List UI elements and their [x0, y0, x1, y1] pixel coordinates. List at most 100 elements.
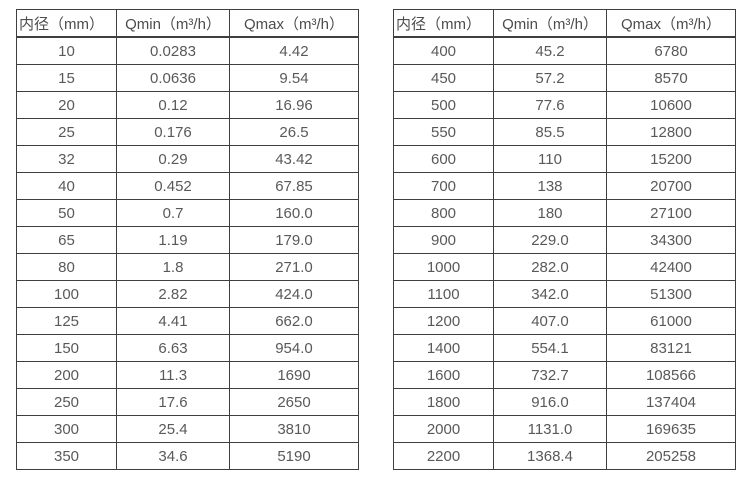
- table-cell-qmin: 85.5: [493, 118, 607, 146]
- table-cell-qmin: 110: [493, 145, 607, 173]
- table-cell-inner-diameter: 100: [16, 280, 117, 308]
- column-header-qmin: Qmin（m³/h）: [116, 9, 230, 38]
- table-row: 65 1.19 179.0: [16, 226, 359, 254]
- table-cell-qmax: 83121: [606, 334, 736, 362]
- table-cell-inner-diameter: 150: [16, 334, 117, 362]
- table-cell-qmax: 108566: [606, 361, 736, 389]
- table-cell-qmin: 180: [493, 199, 607, 227]
- flow-range-table-large-diameters: 内径（mm） Qmin（m³/h） Qmax（m³/h） 400 45.2 6780 45…: [393, 9, 736, 470]
- table-cell-inner-diameter: 550: [393, 118, 494, 146]
- table-cell-qmax: 16.96: [229, 91, 359, 119]
- table-cell-qmin: 34.6: [116, 442, 230, 470]
- table-row: 450 57.2 8570: [393, 64, 736, 92]
- table-cell-qmax: 15200: [606, 145, 736, 173]
- table-row: 100 2.82 424.0: [16, 280, 359, 308]
- table-row: 250 17.6 2650: [16, 388, 359, 416]
- table-row: 50 0.7 160.0: [16, 199, 359, 227]
- column-header-qmin: Qmin（m³/h）: [493, 9, 607, 38]
- table-cell-qmax: 179.0: [229, 226, 359, 254]
- table-cell-inner-diameter: 20: [16, 91, 117, 119]
- table-cell-qmax: 51300: [606, 280, 736, 308]
- table-row: 600 110 15200: [393, 145, 736, 173]
- column-header-inner-diameter: 内径（mm）: [393, 9, 494, 38]
- table-row: 40 0.452 67.85: [16, 172, 359, 200]
- table-cell-inner-diameter: 1400: [393, 334, 494, 362]
- table-cell-qmax: 67.85: [229, 172, 359, 200]
- table-row: 1800 916.0 137404: [393, 388, 736, 416]
- table-row: 1200 407.0 61000: [393, 307, 736, 335]
- table-cell-qmax: 271.0: [229, 253, 359, 281]
- table-cell-inner-diameter: 1000: [393, 253, 494, 281]
- table-cell-inner-diameter: 65: [16, 226, 117, 254]
- column-header-qmax: Qmax（m³/h）: [229, 9, 359, 38]
- table-cell-inner-diameter: 10: [16, 36, 117, 65]
- table-row: 400 45.2 6780: [393, 36, 736, 65]
- table-row: 15 0.0636 9.54: [16, 64, 359, 92]
- table-cell-qmax: 27100: [606, 199, 736, 227]
- table-cell-qmax: 12800: [606, 118, 736, 146]
- table-row: 200 11.3 1690: [16, 361, 359, 389]
- table-cell-qmax: 424.0: [229, 280, 359, 308]
- table-cell-inner-diameter: 700: [393, 172, 494, 200]
- table-cell-qmin: 45.2: [493, 36, 607, 65]
- table-row: 1100 342.0 51300: [393, 280, 736, 308]
- table-cell-qmax: 9.54: [229, 64, 359, 92]
- table-cell-inner-diameter: 15: [16, 64, 117, 92]
- table-cell-qmax: 20700: [606, 172, 736, 200]
- flow-range-tables-container: 内径（mm） Qmin（m³/h） Qmax（m³/h） 10 0.0283 4.42 1…: [16, 9, 736, 470]
- table-cell-qmax: 10600: [606, 91, 736, 119]
- table-row: 25 0.176 26.5: [16, 118, 359, 146]
- table-cell-qmax: 160.0: [229, 199, 359, 227]
- table-cell-qmax: 42400: [606, 253, 736, 281]
- table-cell-qmin: 732.7: [493, 361, 607, 389]
- table-row: 80 1.8 271.0: [16, 253, 359, 281]
- table-body: 400 45.2 6780 450 57.2 8570 500 77.6 10600 550 85.…: [393, 36, 736, 470]
- table-cell-inner-diameter: 1200: [393, 307, 494, 335]
- column-header-qmax: Qmax（m³/h）: [606, 9, 736, 38]
- table-cell-qmax: 61000: [606, 307, 736, 335]
- table-cell-qmin: 0.7: [116, 199, 230, 227]
- table-cell-qmax: 34300: [606, 226, 736, 254]
- table-row: 300 25.4 3810: [16, 415, 359, 443]
- table-cell-inner-diameter: 1800: [393, 388, 494, 416]
- table-cell-qmin: 1131.0: [493, 415, 607, 443]
- table-cell-inner-diameter: 400: [393, 36, 494, 65]
- table-cell-qmin: 57.2: [493, 64, 607, 92]
- table-cell-inner-diameter: 125: [16, 307, 117, 335]
- table-cell-inner-diameter: 1600: [393, 361, 494, 389]
- table-cell-qmin: 17.6: [116, 388, 230, 416]
- table-cell-qmax: 1690: [229, 361, 359, 389]
- table-cell-qmin: 1.19: [116, 226, 230, 254]
- table-cell-qmax: 4.42: [229, 36, 359, 65]
- table-row: 550 85.5 12800: [393, 118, 736, 146]
- table-cell-qmin: 0.0283: [116, 36, 230, 65]
- table-cell-qmax: 2650: [229, 388, 359, 416]
- column-header-inner-diameter: 内径（mm）: [16, 9, 117, 38]
- header-row: 内径（mm） Qmin（m³/h） Qmax（m³/h）: [393, 9, 736, 38]
- table-cell-qmin: 0.29: [116, 145, 230, 173]
- table-cell-qmin: 0.12: [116, 91, 230, 119]
- table-row: 20 0.12 16.96: [16, 91, 359, 119]
- table-row: 500 77.6 10600: [393, 91, 736, 119]
- table-cell-qmin: 0.452: [116, 172, 230, 200]
- table-cell-qmax: 137404: [606, 388, 736, 416]
- table-cell-qmin: 138: [493, 172, 607, 200]
- table-cell-qmax: 5190: [229, 442, 359, 470]
- table-cell-inner-diameter: 350: [16, 442, 117, 470]
- table-cell-inner-diameter: 1100: [393, 280, 494, 308]
- table-cell-qmax: 169635: [606, 415, 736, 443]
- table-body: 10 0.0283 4.42 15 0.0636 9.54 20 0.12 16.96 25 0.1…: [16, 36, 359, 470]
- table-cell-qmax: 205258: [606, 442, 736, 470]
- table-cell-inner-diameter: 2200: [393, 442, 494, 470]
- table-row: 2200 1368.4 205258: [393, 442, 736, 470]
- table-cell-qmax: 8570: [606, 64, 736, 92]
- table-cell-qmin: 1368.4: [493, 442, 607, 470]
- table-row: 2000 1131.0 169635: [393, 415, 736, 443]
- table-cell-qmin: 11.3: [116, 361, 230, 389]
- table-cell-qmin: 554.1: [493, 334, 607, 362]
- table-cell-qmin: 0.176: [116, 118, 230, 146]
- table-cell-inner-diameter: 32: [16, 145, 117, 173]
- table-cell-inner-diameter: 900: [393, 226, 494, 254]
- table-cell-qmin: 282.0: [493, 253, 607, 281]
- table-cell-inner-diameter: 25: [16, 118, 117, 146]
